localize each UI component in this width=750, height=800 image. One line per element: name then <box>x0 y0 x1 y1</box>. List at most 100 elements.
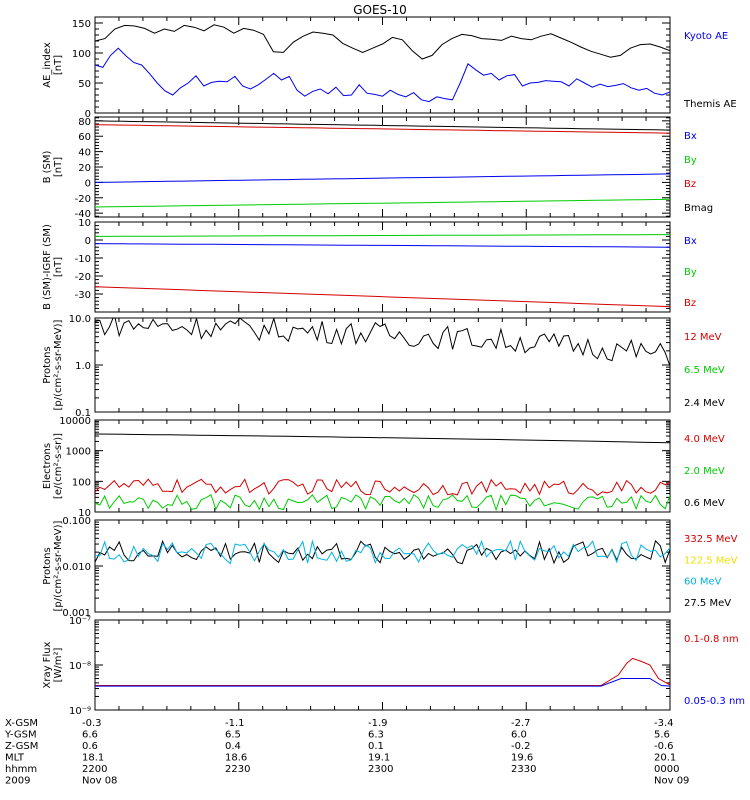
y-tick-label: -30 <box>75 290 91 301</box>
footer-value: 6.5 <box>225 730 241 741</box>
y-tick-label: -10 <box>75 254 91 265</box>
series-line <box>95 493 670 512</box>
y-axis-label: [nT] <box>53 257 64 277</box>
footer-value: Nov 09 <box>654 776 689 787</box>
series-line <box>95 234 670 237</box>
footer-value: 0.6 <box>82 741 98 752</box>
legend-entry: 2.4 MeV <box>684 398 725 409</box>
y-tick-label: -20 <box>75 272 91 283</box>
y-ticks <box>94 420 671 513</box>
y-tick-label: 80 <box>78 117 91 128</box>
y-axis-label: B (SM) <box>42 150 53 183</box>
footer-value: 19.1 <box>368 753 390 764</box>
legend-entry: 122.5 MeV <box>684 555 738 566</box>
series-line <box>95 124 670 134</box>
series-line <box>95 198 670 208</box>
footer-value: 2200 <box>82 764 107 775</box>
y-tick-label: 100 <box>72 49 91 60</box>
series-group <box>95 657 670 687</box>
series-group <box>95 120 670 208</box>
y-tick-label: 0.100 <box>62 516 91 527</box>
legend-entry: Bx <box>684 131 697 142</box>
y-tick-label: 50 <box>78 79 91 90</box>
footer-value: Nov 08 <box>82 776 117 787</box>
y-tick-label: 0 <box>85 178 91 189</box>
panel-protons_lo: 0.001 0.010 0.100 Protons [p/(cm²-s-sr-MeV)]… <box>42 516 738 619</box>
y-tick-label: 40 <box>78 148 91 159</box>
y-tick-label: 1000 <box>66 447 91 458</box>
series-line <box>95 678 670 687</box>
y-ticks <box>94 16 671 114</box>
legend-entry: 12 MeV <box>684 332 722 343</box>
footer-value: 18.6 <box>225 753 247 764</box>
y-ticks <box>94 620 671 711</box>
y-ticks <box>94 318 671 413</box>
footer-value: 6.3 <box>368 730 384 741</box>
footer-value: -0.6 <box>654 741 674 752</box>
y-tick-label: 0.010 <box>62 562 91 573</box>
legend-entry: Bz <box>684 179 696 190</box>
legend-entry: 0.05-0.3 nm <box>684 696 745 707</box>
series-line <box>95 173 670 183</box>
y-axis-label: [e/(cm²-s-sr)] <box>53 433 64 499</box>
y-tick-label: 0.1 <box>75 408 91 419</box>
panel-xray: 10⁻⁹ 10⁻⁸ 10⁻⁷ Xray Flux [W/m²] 0.1-0.8 nm 0.0… <box>42 616 745 717</box>
legend-entry: 4.0 MeV <box>684 434 725 445</box>
panel-frame <box>94 317 671 413</box>
series-line <box>95 433 670 444</box>
series-line <box>95 657 670 686</box>
footer-row-label: MLT <box>5 753 25 764</box>
y-tick-label: 10000 <box>59 416 91 427</box>
y-axis-label: Protons <box>42 547 53 584</box>
y-axis-label: B (SM)-IGRF (SM) <box>42 224 53 310</box>
y-tick-label: 10.0 <box>69 314 91 325</box>
series-group <box>95 234 670 308</box>
footer-value: 0.1 <box>368 741 384 752</box>
y-axis-label: [p/(cm²-s-sr-MeV)] <box>53 319 64 410</box>
footer-row-label: X-GSM <box>5 718 38 729</box>
legend-entry: 27.5 MeV <box>684 598 731 609</box>
legend-entry: 332.5 MeV <box>684 534 738 545</box>
panel-electrons: 10 100 1000 10000 Electrons [e/(cm²-s-sr)] 4.0… <box>42 416 725 519</box>
panel-frame <box>94 16 671 114</box>
series-line <box>95 539 670 565</box>
y-tick-label: 10 <box>78 218 91 229</box>
footer-row-label: Y-GSM <box>4 730 37 741</box>
series-line <box>95 318 670 367</box>
legend-entry: 0.6 MeV <box>684 498 725 509</box>
series-line <box>95 120 670 131</box>
y-axis-label: [W/m²] <box>53 647 64 682</box>
legend-entry: Bx <box>684 236 697 247</box>
legend-entry: 6.5 MeV <box>684 365 725 376</box>
y-tick-label: 10 <box>78 508 91 519</box>
legend-entry: By <box>684 155 697 166</box>
y-tick-label: 10⁻⁹ <box>69 706 91 717</box>
legend-entry: 2.0 MeV <box>684 466 725 477</box>
footer-value: 0.4 <box>225 741 241 752</box>
series-group <box>95 24 670 103</box>
y-tick-label: 10⁻⁷ <box>69 616 91 627</box>
y-axis-label: [p/(cm²-s-sr-MeV)] <box>53 520 64 611</box>
y-axis-label: AE_index <box>42 42 53 88</box>
footer-value: 2230 <box>225 764 250 775</box>
footer-value: 18.1 <box>82 753 104 764</box>
series-line <box>95 286 670 308</box>
y-axis-label: Electrons <box>42 443 53 489</box>
series-group <box>95 433 670 512</box>
panel-bsm: -40 -20 0 20 40 60 80 B (SM) [nT] Bx By Bz Bmag <box>42 116 713 220</box>
panel-frame <box>94 619 671 711</box>
series-line <box>95 478 670 496</box>
footer-value: 2330 <box>511 764 536 775</box>
series-line <box>95 24 670 60</box>
legend-entry: Bmag <box>684 203 713 214</box>
panel-bdiff: -30 -20 -10 0 10 B (SM)-IGRF (SM) [nT] Bx By Bz <box>42 218 697 313</box>
chart-title: GOES-10 <box>353 3 407 17</box>
footer-value: -3.4 <box>654 718 674 729</box>
y-axis-label: [nT] <box>53 55 64 75</box>
footer-value: 2300 <box>368 764 393 775</box>
footer-value: -1.1 <box>225 718 245 729</box>
y-tick-label: 20 <box>78 163 91 174</box>
y-tick-label: 10⁻⁸ <box>69 661 91 672</box>
y-tick-label: 0 <box>85 109 91 120</box>
